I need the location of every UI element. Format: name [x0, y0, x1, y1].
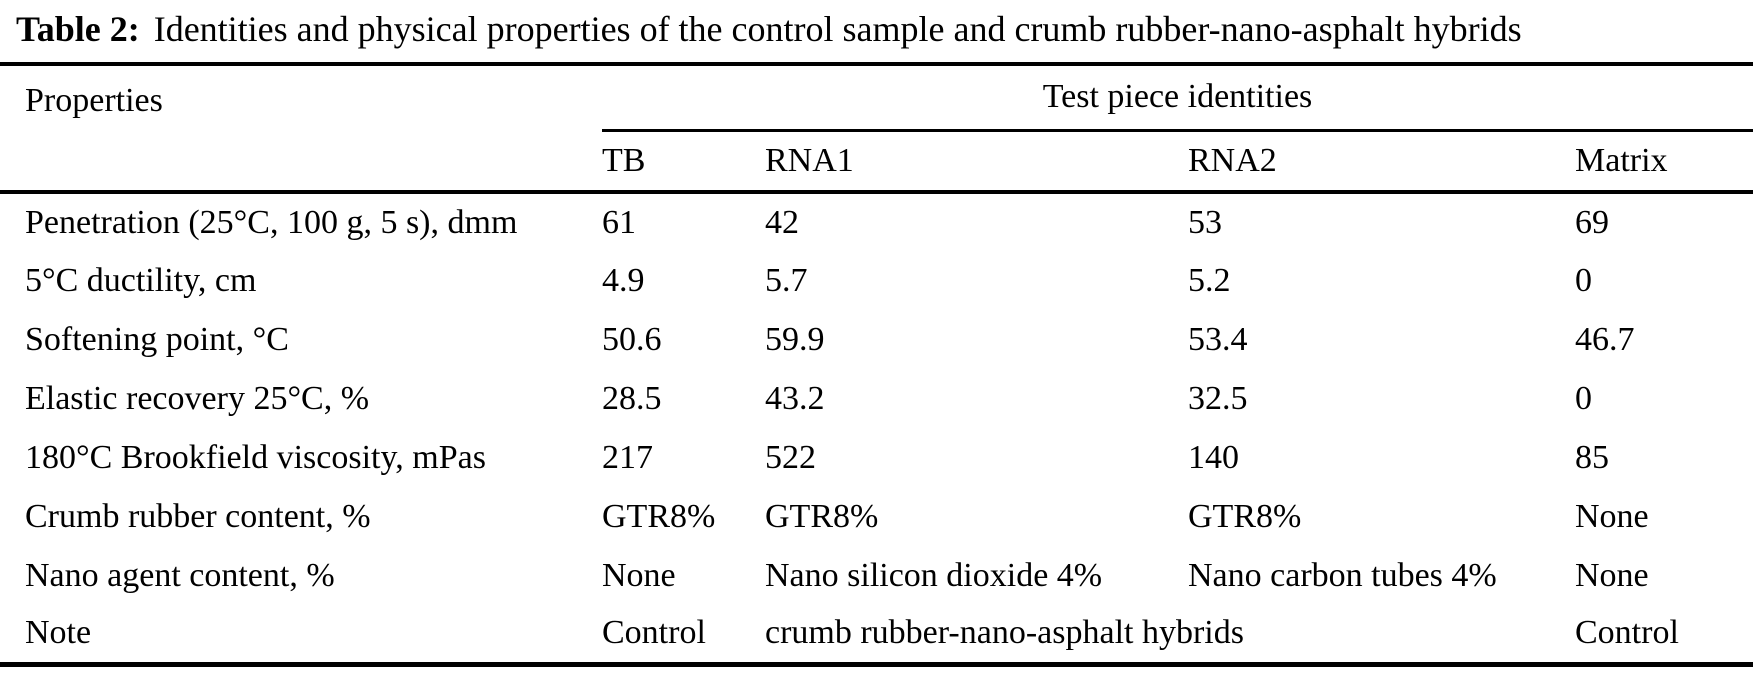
value-cell-rna1: 5.7 [765, 261, 808, 299]
property-cell: Elastic recovery 25°C, % [25, 379, 370, 417]
value-cell-tb: 50.6 [602, 320, 662, 358]
table-row-brookfield-viscosity: 180°C Brookfield viscosity, mPas 217 522… [0, 428, 1753, 487]
table-row-note: Note Control crumb rubber-nano-asphalt h… [0, 605, 1753, 664]
value-cell-tb: None [602, 556, 676, 594]
value-cell-rna1: 43.2 [765, 379, 825, 417]
value-cell-matrix: None [1575, 497, 1649, 535]
value-cell-tb: 28.5 [602, 379, 662, 417]
column-header-rna2: RNA2 [1188, 130, 1575, 194]
value-cell-rna1: GTR8% [765, 497, 879, 535]
value-cell-rna2: 53 [1188, 203, 1222, 241]
value-cell-tb: GTR8% [602, 497, 716, 535]
table-row-penetration: Penetration (25°C, 100 g, 5 s), dmm 61 4… [0, 192, 1753, 251]
table-row-elastic-recovery: Elastic recovery 25°C, % 28.5 43.2 32.5 … [0, 369, 1753, 428]
value-cell-rna1: 42 [765, 203, 799, 241]
value-cell-matrix: None [1575, 556, 1649, 594]
properties-column-header: Properties [0, 64, 602, 194]
value-cell-tb: Control [602, 614, 706, 652]
value-cell-rna2: 32.5 [1188, 379, 1248, 417]
property-cell: Softening point, °C [25, 320, 289, 358]
value-cell-rna1: 59.9 [765, 320, 825, 358]
column-header-tb: TB [602, 130, 765, 194]
property-cell: Penetration (25°C, 100 g, 5 s), dmm [25, 203, 518, 241]
value-cell-rna2: 5.2 [1188, 261, 1231, 299]
value-cell-matrix: 85 [1575, 438, 1609, 476]
table-caption: Table 2: Identities and physical properti… [16, 8, 1746, 50]
value-cell-matrix: 69 [1575, 203, 1609, 241]
property-cell: Crumb rubber content, % [25, 497, 371, 535]
group-header-row: Properties Test piece identities [0, 64, 1753, 194]
value-cell-rna2: GTR8% [1188, 497, 1302, 535]
group-header-test-piece-identities: Test piece identities [602, 64, 1753, 132]
value-cell-tb: 61 [602, 203, 636, 241]
property-cell: 5°C ductility, cm [25, 261, 257, 299]
column-header-row: TB RNA1 RNA2 Matrix [0, 130, 1753, 194]
value-cell-rna1-rna2-span: crumb rubber-nano-asphalt hybrids [765, 614, 1244, 652]
table-row-crumb-rubber-content: Crumb rubber content, % GTR8% GTR8% GTR8… [0, 487, 1753, 546]
table-caption-text: Identities and physical properties of th… [153, 9, 1522, 49]
value-cell-tb: 4.9 [602, 261, 645, 299]
value-cell-tb: 217 [602, 438, 653, 476]
value-cell-rna2: 140 [1188, 438, 1239, 476]
column-header-rna1: RNA1 [765, 130, 1188, 194]
value-cell-matrix: 46.7 [1575, 320, 1635, 358]
value-cell-rna2: Nano carbon tubes 4% [1188, 556, 1497, 594]
properties-table: Properties Test piece identities TB RNA1… [0, 62, 1753, 667]
value-cell-rna1: Nano silicon dioxide 4% [765, 556, 1103, 594]
property-cell: Note [25, 614, 92, 652]
value-cell-rna2: 53.4 [1188, 320, 1248, 358]
value-cell-matrix: 0 [1575, 379, 1592, 417]
property-cell: Nano agent content, % [25, 556, 335, 594]
value-cell-matrix: 0 [1575, 261, 1592, 299]
property-cell: 180°C Brookfield viscosity, mPas [25, 438, 486, 476]
table-row-softening-point: Softening point, °C 50.6 59.9 53.4 46.7 [0, 310, 1753, 369]
value-cell-matrix: Control [1575, 614, 1679, 652]
column-header-matrix: Matrix [1575, 130, 1753, 194]
table-row-nano-agent-content: Nano agent content, % None Nano silicon … [0, 546, 1753, 605]
table-caption-label: Table 2: [16, 9, 140, 49]
value-cell-rna1: 522 [765, 438, 816, 476]
table-row-ductility: 5°C ductility, cm 4.9 5.7 5.2 0 [0, 251, 1753, 310]
